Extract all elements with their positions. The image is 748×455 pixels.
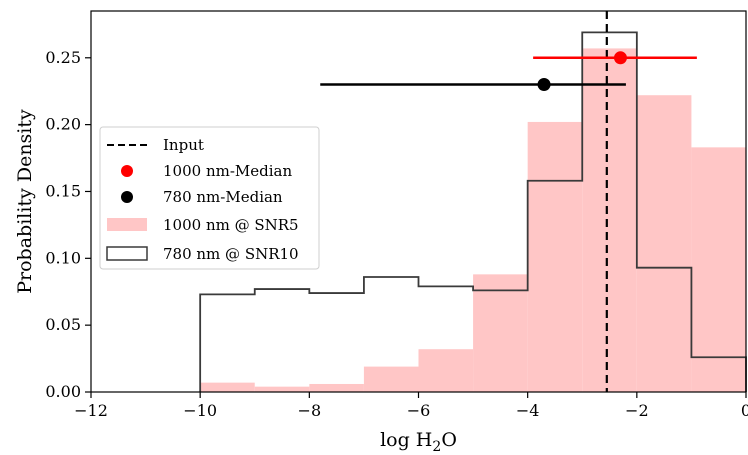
median-1000nm-point <box>613 51 627 65</box>
hist-bar-1000nm <box>309 383 364 392</box>
median-markers <box>320 51 697 92</box>
x-tick-label: −8 <box>298 401 322 420</box>
x-tick-label: −4 <box>516 401 540 420</box>
hist-bar-1000nm <box>527 121 583 393</box>
hist-bar-1000nm <box>200 382 255 392</box>
y-tick-label: 0.20 <box>45 115 81 134</box>
step-histogram <box>199 31 747 392</box>
x-tick-label: −12 <box>74 401 108 420</box>
hist-bar-1000nm <box>363 366 419 392</box>
legend-1000-median-label: 1000 nm-Median <box>163 162 292 180</box>
hist-bar-1000nm <box>473 274 528 392</box>
hist-bar-1000nm <box>636 95 692 392</box>
hist-bar-1000nm <box>691 147 746 392</box>
hist-bar-1000nm <box>582 48 637 392</box>
filled-histogram-bars <box>200 48 746 393</box>
legend-780-median-label: 780 nm-Median <box>163 188 283 206</box>
y-axis-label: Probability Density <box>14 109 36 294</box>
legend-780-hist-label: 780 nm @ SNR10 <box>163 245 299 263</box>
y-tick-label: 0.25 <box>45 48 81 67</box>
legend-780-median-swatch <box>121 191 133 203</box>
legend-1000-median-swatch <box>121 165 133 177</box>
legend: Input 1000 nm-Median 780 nm-Median 1000 … <box>99 126 320 270</box>
hist-bar-1000nm <box>418 349 474 392</box>
x-tick-label: −10 <box>183 401 217 420</box>
hist-bar-1000nm <box>254 386 310 392</box>
y-tick-label: 0.00 <box>45 382 81 401</box>
legend-1000-hist-label: 1000 nm @ SNR5 <box>163 216 299 234</box>
legend-input-label: Input <box>163 136 204 154</box>
x-axis-label: log H2O <box>380 429 457 455</box>
legend-780-hist-swatch <box>106 246 148 261</box>
y-tick-label: 0.10 <box>45 248 81 267</box>
x-tick-label: −6 <box>407 401 431 420</box>
y-tick-label: 0.15 <box>45 181 81 200</box>
y-tick-label: 0.05 <box>45 315 81 334</box>
step-histogram-780nm <box>199 31 747 392</box>
x-tick-label: −2 <box>625 401 649 420</box>
axis-ticks: −12 −10 −8 −6 −4 −2 0 0.00 0.05 0.10 0.15 0.20 0.25 <box>45 48 748 420</box>
legend-1000-hist-swatch <box>107 218 147 231</box>
median-780nm-point <box>537 78 551 92</box>
legend-box <box>99 126 320 270</box>
x-tick-label: 0 <box>741 401 748 420</box>
